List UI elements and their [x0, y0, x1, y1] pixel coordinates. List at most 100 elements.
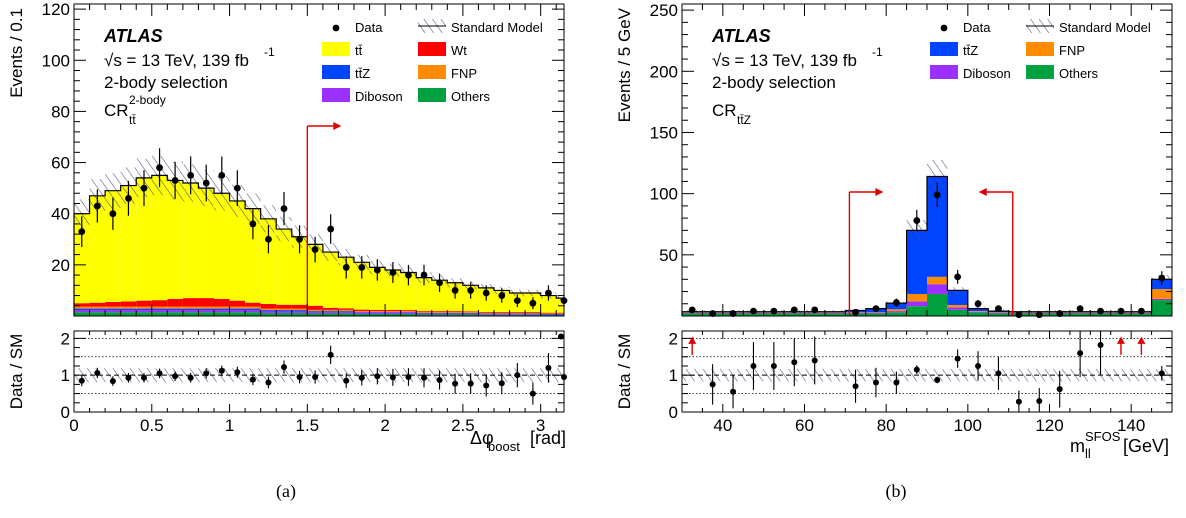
data-point: [311, 246, 319, 253]
ratio-axis-label: Data / SM: [7, 334, 26, 410]
ratio-point: [1056, 386, 1063, 393]
ratio-panel: 0 1 2 Data / SM: [615, 329, 1172, 422]
data-points: [78, 148, 568, 310]
data-point: [872, 305, 880, 313]
x-tick-label: 60: [795, 416, 814, 435]
data-point: [187, 171, 195, 179]
bar-wt: [229, 300, 246, 307]
bar-ttz: [120, 308, 137, 311]
bar-diboson: [886, 311, 907, 313]
ratio-point: [281, 364, 287, 371]
bar-ttbar: [400, 272, 417, 311]
bar-diboson: [525, 313, 541, 315]
bar-ttbar: [245, 208, 261, 303]
y-axis-label: Events / 5 GeV: [615, 7, 634, 122]
x-tick-label: 1.5: [296, 416, 320, 435]
data-point: [498, 292, 506, 299]
bar-diboson: [509, 313, 526, 315]
bar-diboson: [494, 313, 510, 315]
bar-diboson: [988, 312, 1009, 314]
ratio-point: [296, 374, 303, 381]
bar-others: [682, 313, 703, 316]
energy-lumi-label: √s = 13 TeV, 139 fb: [712, 51, 857, 70]
legend-item: tt̄Z: [930, 42, 978, 58]
bar-fnp: [431, 312, 448, 313]
y-tick-label: 250: [650, 1, 678, 20]
y-tick-label: 20: [51, 256, 70, 275]
bar-wt: [136, 300, 152, 307]
data-point: [729, 310, 737, 317]
bar-others: [400, 313, 417, 316]
ratio-arrowhead: [688, 336, 697, 344]
ratio-point: [467, 380, 474, 387]
bar-diboson: [1151, 298, 1172, 301]
ratio-point: [791, 359, 798, 366]
x-label-main: Δφ: [470, 428, 494, 448]
bar-others: [947, 309, 968, 316]
bar-diboson: [322, 312, 339, 314]
data-point: [1117, 307, 1125, 315]
bar-wt: [494, 311, 510, 313]
x-tick-label: 120: [1035, 416, 1063, 435]
data-point: [1035, 311, 1043, 319]
bar-others: [291, 312, 308, 316]
ratio-point: [249, 376, 256, 383]
bar-others: [276, 312, 292, 316]
legend-item: Wt: [418, 42, 467, 58]
data-point: [373, 266, 381, 274]
x-tick-label: 80: [877, 416, 896, 435]
bar-others: [556, 314, 564, 316]
bar-ttz: [182, 308, 199, 311]
bar-others: [369, 313, 386, 316]
bar-ttz: [151, 308, 168, 311]
bar-others: [1151, 300, 1172, 316]
bar-diboson: [967, 311, 989, 313]
legend-swatch: [930, 65, 958, 79]
bar-ttbar: [136, 177, 152, 301]
ratio-point: [954, 355, 961, 362]
bar-ttz: [494, 313, 510, 314]
bar-others: [494, 314, 510, 316]
ratio-point: [811, 357, 818, 364]
bar-fnp: [369, 311, 386, 313]
x-tick-label: 3: [536, 416, 545, 435]
ratio-point: [995, 370, 1002, 377]
y-tick-label: 80: [51, 102, 70, 121]
x-tick-label: 140: [1117, 416, 1145, 435]
bar-diboson: [540, 314, 557, 315]
bar-others: [447, 314, 463, 316]
data-point: [892, 299, 900, 306]
ratio-point: [730, 388, 737, 395]
bar-diboson: [214, 310, 230, 313]
bar-diboson: [1069, 312, 1091, 314]
bar-others: [824, 313, 846, 316]
ratio-tick-label: 1: [61, 366, 70, 385]
bar-others: [214, 312, 230, 316]
region-label: CR: [104, 101, 129, 120]
bar-diboson: [354, 312, 370, 314]
ratio-point: [374, 373, 381, 380]
data-point: [389, 269, 397, 276]
data-point: [954, 273, 962, 281]
bar-others: [906, 306, 927, 316]
ratio-tick-label: 0: [669, 403, 678, 422]
ratio-point: [172, 373, 179, 380]
bar-wt: [431, 311, 448, 313]
bar-ttz: [354, 312, 370, 313]
bar-ttz: [416, 312, 432, 314]
bar-diboson: [431, 313, 448, 315]
bar-ttz: [198, 308, 214, 311]
bar-diboson: [198, 310, 214, 313]
data-point: [358, 264, 366, 271]
ratio-point: [327, 351, 334, 358]
bar-ttbar: [229, 200, 246, 301]
bar-wt: [260, 303, 277, 309]
bar-others: [136, 312, 152, 316]
x-tick-label: 0.5: [140, 416, 164, 435]
bar-ttbar: [369, 267, 386, 310]
ratio-uncertainty: [1029, 368, 1050, 382]
ratio-point: [1158, 370, 1165, 377]
y-tick-label: 100: [42, 51, 70, 70]
selection-label: 2-body selection: [712, 73, 836, 92]
bar-others: [1110, 313, 1132, 316]
